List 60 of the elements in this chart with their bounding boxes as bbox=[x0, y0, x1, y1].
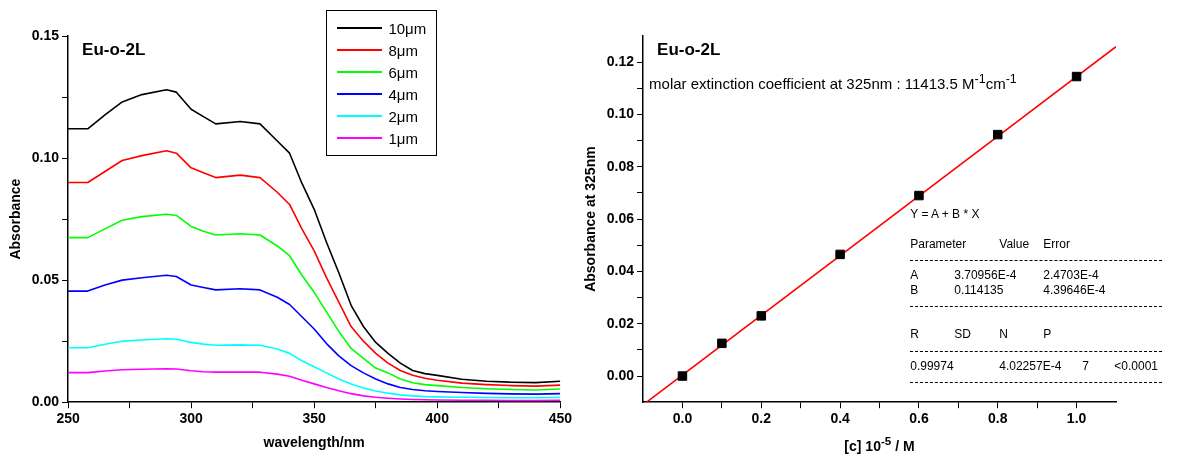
y-tick-label: 0.00 bbox=[31, 393, 60, 410]
legend-label: 6μm bbox=[388, 63, 418, 81]
y-tick-label: 0.06 bbox=[606, 209, 635, 226]
point bbox=[914, 190, 924, 201]
point bbox=[756, 311, 767, 321]
legend-label: 4μm bbox=[388, 85, 418, 103]
annotation: molar extinction coefficient at 325nm : 11413.5 M$^{-1}$cm$^{-1}$ bbox=[649, 72, 1017, 92]
x-tick-label: 0.2 bbox=[751, 410, 772, 427]
y-axis-title: Absorbance bbox=[7, 178, 24, 260]
annotation: SD bbox=[954, 327, 971, 342]
legend-label: 8μm bbox=[388, 41, 418, 59]
chart-title: Eu-o-2L bbox=[657, 40, 721, 60]
y-tick-label: 0.04 bbox=[606, 262, 635, 279]
x-axis-title: wavelength/nm bbox=[262, 434, 366, 451]
annotation: 0.114135 bbox=[954, 283, 1004, 298]
annotation: P bbox=[1043, 327, 1052, 342]
y-tick-label: 0.10 bbox=[606, 105, 635, 122]
annotation: Value bbox=[999, 237, 1030, 252]
annotation: 4.02257E-4 bbox=[999, 359, 1062, 374]
point bbox=[835, 249, 845, 260]
x-tick-label: 0.4 bbox=[830, 410, 851, 427]
annotation: B bbox=[910, 283, 919, 298]
x-tick-label: 450 bbox=[548, 410, 573, 427]
y-tick-label: 0.10 bbox=[31, 148, 60, 165]
chart-title: Eu-o-2L bbox=[82, 40, 146, 60]
annotation: 4.39646E-4 bbox=[1043, 283, 1106, 298]
annotation: <0.0001 bbox=[1114, 359, 1158, 374]
annotation: 3.70956E-4 bbox=[954, 268, 1017, 283]
y-tick-label: 0.15 bbox=[31, 26, 60, 43]
legend-label: 10μm bbox=[388, 19, 427, 37]
annotation: R bbox=[910, 327, 919, 342]
point bbox=[993, 129, 1003, 140]
legend-label: 2μm bbox=[388, 107, 418, 125]
point bbox=[677, 371, 688, 381]
x-tick-label: 0.6 bbox=[909, 410, 929, 427]
x-tick-label: 400 bbox=[425, 410, 450, 427]
y-tick-label: 0.12 bbox=[606, 53, 635, 70]
x-tick-label: 0.0 bbox=[672, 410, 693, 427]
annotation: N bbox=[999, 327, 1008, 342]
annotation: Parameter bbox=[910, 237, 967, 252]
x-tick-label: 250 bbox=[56, 410, 80, 427]
y-tick-label: 0.02 bbox=[606, 314, 635, 331]
point bbox=[717, 338, 727, 349]
y-axis-title: Absorbance at 325nm bbox=[582, 146, 599, 292]
x-tick-label: 300 bbox=[179, 410, 204, 427]
annotation: 0.99974 bbox=[910, 359, 954, 374]
x-tick-label: 350 bbox=[302, 410, 327, 427]
annotation: Error bbox=[1043, 237, 1070, 252]
x-tick-label: 0.8 bbox=[988, 410, 1008, 427]
point bbox=[1071, 71, 1082, 82]
annotation: Y = A + B * X bbox=[910, 207, 980, 222]
y-tick-label: 0.05 bbox=[31, 270, 60, 287]
annotation: A bbox=[910, 268, 919, 283]
x-tick-label: 1.0 bbox=[1066, 410, 1087, 427]
annotation: 2.4703E-4 bbox=[1043, 268, 1099, 283]
y-tick-label: 0.08 bbox=[606, 157, 635, 174]
annotation: 7 bbox=[1082, 359, 1089, 374]
legend-label: 1μm bbox=[388, 129, 418, 147]
x-axis-title: [c] 10$^{-5}$ / M bbox=[843, 434, 916, 454]
y-tick-label: 0.00 bbox=[606, 366, 635, 383]
